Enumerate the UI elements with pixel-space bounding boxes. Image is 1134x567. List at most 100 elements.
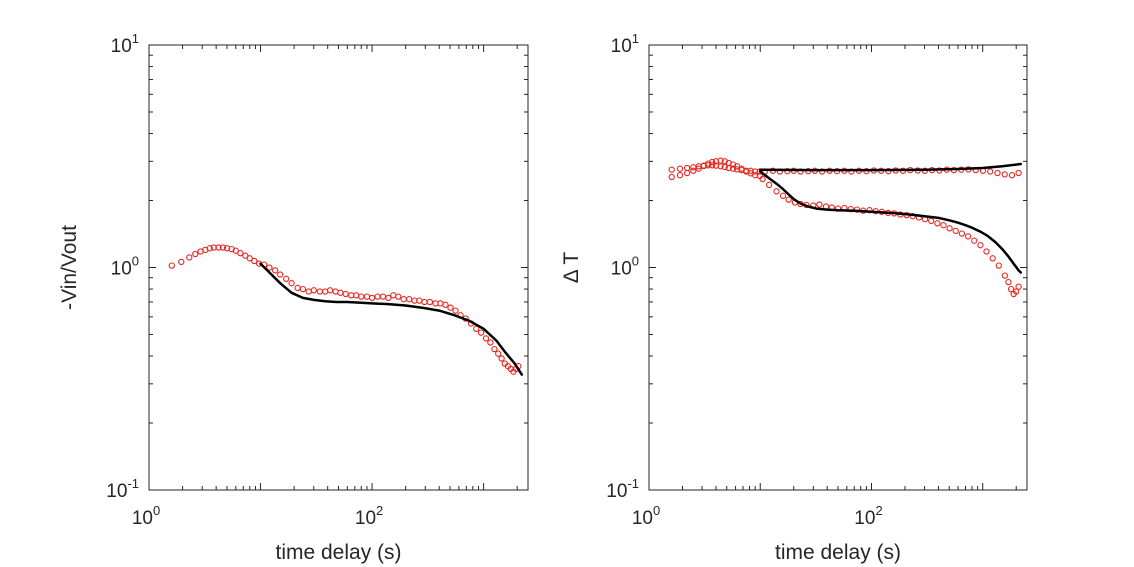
- data-point: [779, 192, 787, 199]
- x-tick-label: 100: [632, 503, 660, 529]
- data-point: [995, 262, 1002, 269]
- data-point: [283, 275, 290, 282]
- data-point: [385, 294, 392, 302]
- data-point: [759, 175, 766, 183]
- data-point: [958, 230, 966, 237]
- data-point: [994, 169, 1001, 177]
- data-point: [983, 248, 990, 255]
- data-point: [487, 339, 494, 346]
- data-point: [447, 304, 454, 311]
- y-tick-label: 10-1: [106, 476, 139, 502]
- x-axis-label: time delay (s): [275, 541, 401, 564]
- data-point: [426, 298, 434, 306]
- data-point: [1008, 172, 1016, 179]
- data-point: [1015, 169, 1022, 177]
- axes-box: [648, 44, 1028, 491]
- data-point: [215, 244, 222, 251]
- data-point: [246, 255, 253, 262]
- data-point: [242, 252, 249, 259]
- fit-line: [259, 262, 524, 376]
- data-point: [473, 325, 480, 332]
- fit-line: [758, 162, 1023, 172]
- data-point: [168, 262, 175, 269]
- data-point: [964, 233, 972, 240]
- data-point: [709, 162, 716, 169]
- data-point: [251, 257, 258, 265]
- y-tick-label: 101: [611, 31, 639, 57]
- data-point: [495, 350, 502, 357]
- data-point: [368, 294, 376, 302]
- data-point: [498, 355, 505, 362]
- data-point: [178, 258, 185, 266]
- data-point: [709, 158, 716, 166]
- data-point: [342, 290, 349, 298]
- data-point: [668, 166, 675, 173]
- data-point: [477, 329, 485, 336]
- data-point: [928, 217, 935, 225]
- data-point: [1005, 278, 1012, 286]
- data-point: [1001, 171, 1008, 178]
- data-point: [934, 220, 941, 227]
- data-point: [729, 165, 737, 172]
- data-point: [1001, 272, 1009, 279]
- data-point: [989, 255, 996, 262]
- fit-line: [758, 170, 1023, 274]
- data-point: [971, 237, 978, 244]
- data-point: [452, 307, 459, 314]
- data-point: [271, 267, 279, 274]
- data-point: [747, 167, 754, 174]
- data-point: [940, 222, 947, 229]
- data-point: [676, 172, 684, 179]
- axes-box: [148, 44, 529, 491]
- data-point: [219, 244, 227, 251]
- data-point: [784, 168, 791, 175]
- data-point: [192, 250, 199, 258]
- data-point: [1013, 288, 1020, 295]
- y-tick-label: 101: [111, 31, 139, 57]
- data-point: [442, 301, 449, 308]
- y-tick-label: 100: [111, 254, 139, 280]
- data-point: [721, 163, 728, 171]
- y-tick-label: 100: [611, 254, 639, 280]
- data-point: [987, 168, 994, 175]
- data-point: [206, 245, 213, 252]
- data-point: [288, 280, 295, 287]
- data-point: [765, 181, 773, 189]
- data-point: [977, 242, 984, 249]
- x-tick-label: 102: [854, 503, 882, 529]
- data-point: [690, 167, 697, 174]
- data-point: [1015, 283, 1022, 290]
- data-point: [266, 264, 273, 271]
- data-point: [482, 335, 490, 342]
- y-axis-label: -Vin/Vout: [58, 225, 81, 310]
- data-point: [946, 225, 953, 232]
- data-point: [683, 164, 691, 172]
- data-point: [668, 173, 675, 181]
- y-axis-label: Δ T: [560, 252, 583, 284]
- x-tick-label: 102: [355, 503, 383, 529]
- data-point: [676, 165, 684, 172]
- data-point: [816, 201, 823, 208]
- data-point: [232, 247, 239, 254]
- data-point: [491, 345, 498, 353]
- data-point: [743, 167, 750, 174]
- data-point: [733, 166, 741, 173]
- x-tick-label: 100: [132, 503, 160, 529]
- data-point: [700, 162, 707, 169]
- data-point: [952, 227, 959, 235]
- data-point: [725, 164, 732, 172]
- data-point: [717, 163, 724, 170]
- data-point: [1007, 285, 1015, 293]
- data-point: [277, 271, 284, 278]
- data-point: [310, 287, 317, 294]
- data-point: [395, 293, 402, 300]
- y-tick-label: 10-1: [606, 476, 639, 502]
- data-point: [752, 168, 759, 175]
- data-point: [186, 254, 193, 261]
- data-point: [379, 293, 387, 300]
- data-point: [773, 188, 780, 195]
- x-axis-label: time delay (s): [775, 541, 901, 564]
